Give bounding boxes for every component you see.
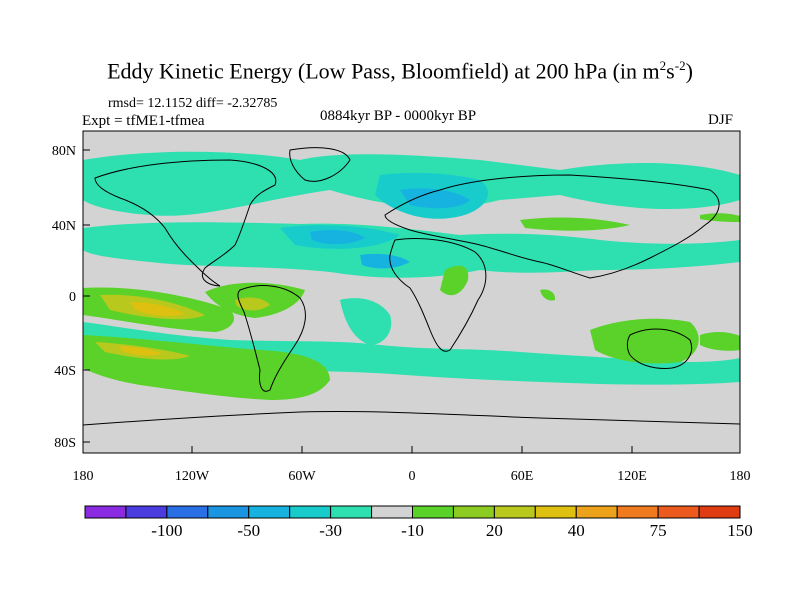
colorbar-label: -50 bbox=[237, 521, 260, 540]
stats-text: rmsd= 12.1152 diff= -2.32785 bbox=[108, 96, 278, 111]
colorbar-swatch bbox=[534, 505, 577, 519]
colorbar-swatch bbox=[616, 505, 659, 519]
colorbar-label: -30 bbox=[319, 521, 342, 540]
colorbar-swatch bbox=[371, 505, 413, 519]
lon-label-60w: 60W bbox=[288, 469, 316, 484]
contour-fills bbox=[83, 151, 740, 400]
colorbar-swatch bbox=[248, 505, 291, 519]
tick-marks bbox=[83, 149, 633, 453]
colorbar-labels: -100 -50 -30 -10 20 40 75 150 bbox=[151, 521, 752, 540]
colorbar-label: -10 bbox=[401, 521, 424, 540]
lon-label-180e: 180 bbox=[730, 469, 751, 484]
lat-label-40n: 40N bbox=[52, 219, 76, 234]
colorbar-swatch bbox=[125, 505, 168, 519]
colorbar-swatch bbox=[575, 505, 618, 519]
lat-label-80s: 80S bbox=[54, 436, 76, 451]
colorbar-label: 20 bbox=[486, 521, 503, 540]
map-title: Eddy Kinetic Energy (Low Pass, Bloomfiel… bbox=[107, 58, 693, 84]
colorbar-swatch bbox=[330, 505, 373, 519]
colorbar-swatch bbox=[657, 505, 700, 519]
colorbar-label: 150 bbox=[727, 521, 753, 540]
colorbar-swatch bbox=[698, 505, 741, 519]
experiment-label: Expt = tfME1-tfmea bbox=[82, 113, 205, 129]
colorbar-swatch bbox=[207, 505, 250, 519]
colorbar-swatch bbox=[452, 505, 495, 519]
lon-label-120w: 120W bbox=[175, 469, 210, 484]
lat-label-80n: 80N bbox=[52, 144, 76, 159]
season-label: DJF bbox=[708, 112, 734, 128]
colorbar-label: 75 bbox=[650, 521, 667, 540]
lon-label-180w: 180 bbox=[73, 469, 94, 484]
colorbar bbox=[84, 505, 741, 519]
lon-label-60e: 60E bbox=[511, 469, 534, 484]
colorbar-swatch bbox=[289, 505, 332, 519]
colorbar-swatch bbox=[412, 505, 454, 519]
colorbar-label: -100 bbox=[151, 521, 182, 540]
coastlines bbox=[83, 147, 740, 426]
colorbar-swatch bbox=[166, 505, 209, 519]
lat-label-0: 0 bbox=[69, 290, 76, 305]
colorbar-label: 40 bbox=[568, 521, 585, 540]
lon-label-120e: 120E bbox=[617, 469, 647, 484]
lat-label-40s: 40S bbox=[54, 364, 76, 379]
lon-label-0: 0 bbox=[409, 469, 416, 484]
colorbar-swatch bbox=[84, 505, 127, 519]
colorbar-swatch bbox=[493, 505, 536, 519]
period-label: 0884kyr BP - 0000kyr BP bbox=[320, 108, 477, 124]
